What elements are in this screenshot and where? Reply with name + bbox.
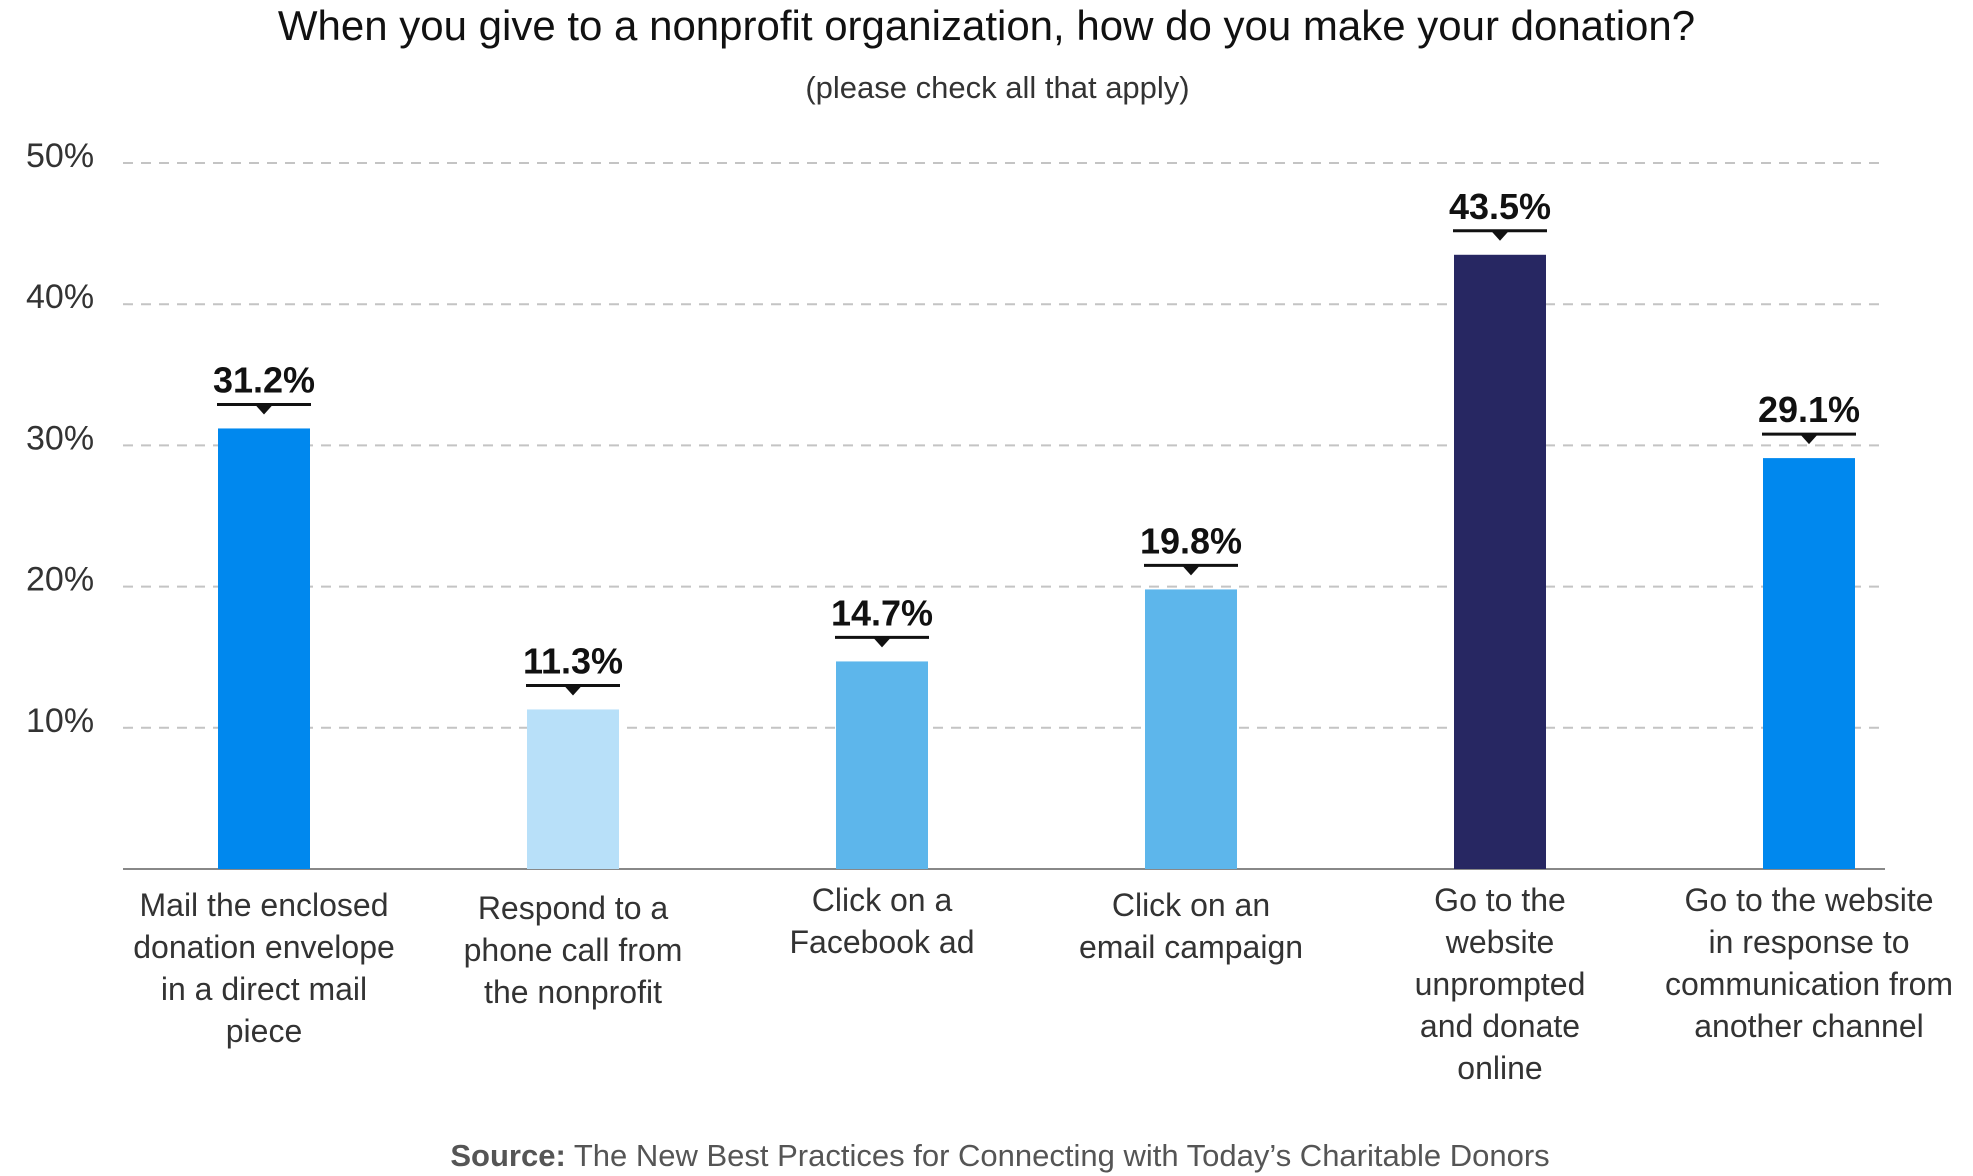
y-tick-label: 20% <box>26 561 94 599</box>
category-label: Click on a Facebook ad <box>717 879 1047 963</box>
bar <box>1454 254 1546 869</box>
bar <box>1145 589 1237 869</box>
category-label-line: Click on a <box>811 882 953 918</box>
category-label-line: in response to <box>1708 924 1910 960</box>
y-tick-label: 10% <box>26 702 94 740</box>
category-label-line: another channel <box>1694 1008 1924 1044</box>
bar <box>836 661 928 869</box>
y-tick-label: 40% <box>26 278 94 316</box>
category-label: Mail the enclosed donation envelope in a d… <box>99 884 429 1052</box>
category-label-line: Go to the website <box>1684 882 1934 918</box>
category-label: Go to the website in response to communica… <box>1644 879 1973 1047</box>
value-label: 19.8% <box>1140 520 1242 561</box>
category-label: Go to the website unprompted and donate onli… <box>1335 879 1665 1089</box>
bar <box>527 709 619 869</box>
category-label-line: the nonprofit <box>484 974 662 1010</box>
y-tick-label: 50% <box>26 137 94 175</box>
category-label-line: Mail the enclosed <box>139 887 389 923</box>
callout-arrow <box>1491 230 1509 241</box>
callout-arrow <box>1182 565 1200 576</box>
chart-title: When you give to a nonprofit organizatio… <box>277 2 1696 49</box>
source-text: The New Best Practices for Connecting wi… <box>573 1138 1550 1173</box>
category-label-line: online <box>1457 1050 1543 1086</box>
category-label-line: unprompted <box>1414 966 1586 1002</box>
callout-arrow <box>564 685 582 696</box>
category-label-line: piece <box>225 1013 303 1049</box>
callout-arrow <box>255 404 273 415</box>
value-label: 14.7% <box>831 592 933 633</box>
source-note: Source: The New Best Practices for Conne… <box>0 1138 1973 1174</box>
category-label-line: phone call from <box>463 932 683 968</box>
chart-subtitle: (please check all that apply) <box>805 70 1190 105</box>
value-label: 31.2% <box>213 359 315 400</box>
callout-arrow <box>873 637 891 648</box>
value-label: 11.3% <box>523 640 623 681</box>
bar <box>218 428 310 869</box>
category-label-line: and donate <box>1419 1008 1581 1044</box>
value-label: 29.1% <box>1758 389 1860 430</box>
value-label: 43.5% <box>1449 186 1551 227</box>
category-label-line: Facebook ad <box>789 924 975 960</box>
category-label-line: website <box>1445 924 1555 960</box>
category-label-line: Click on an <box>1111 887 1271 923</box>
y-tick-label: 30% <box>26 419 94 457</box>
category-label-line: communication from <box>1664 966 1954 1002</box>
bar <box>1763 458 1855 869</box>
category-label-line: in a direct mail <box>160 971 368 1007</box>
category-label-line: donation envelope <box>133 929 395 965</box>
category-label: Respond to a phone call from the nonprofit <box>408 887 738 1013</box>
category-label-line: email campaign <box>1078 929 1304 965</box>
callout-arrow <box>1800 434 1818 445</box>
category-label: Click on an email campaign <box>1026 884 1356 968</box>
source-label: Source: <box>450 1138 566 1173</box>
category-label-line: Respond to a <box>477 890 669 926</box>
category-label-line: Go to the <box>1434 882 1566 918</box>
